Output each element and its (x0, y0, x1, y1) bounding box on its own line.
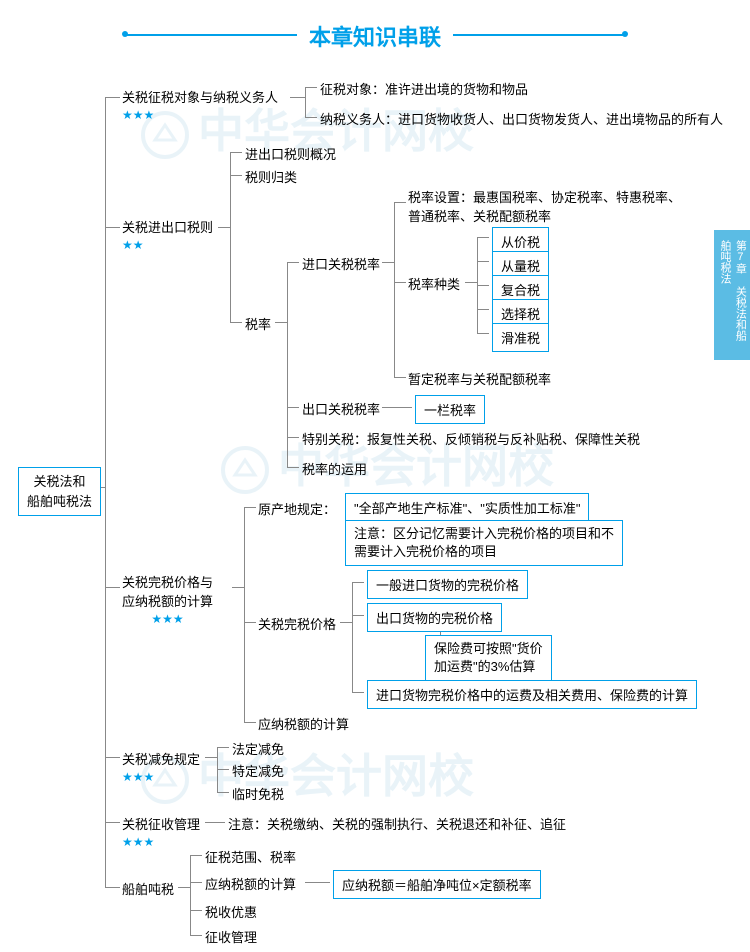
page-title: 本章知识串联 (0, 0, 750, 62)
s4-item-1: 法定减免 (232, 739, 284, 758)
s1b-l (305, 117, 317, 118)
s3b2: 出口货物的完税价格 (367, 603, 502, 632)
s1b: 纳税义务人：进口货物收货人、出口货物发货人、进出境物品的所有人 (320, 109, 723, 128)
root-spine (105, 97, 106, 887)
s2c1b-l (394, 282, 406, 283)
s3b3: 进口货物完税价格中的运费及相关费用、保险费的计算 (367, 680, 697, 709)
s2c1a: 税率设置：最惠国税率、协定税率、特惠税率、 普通税率、关税配额税率 (408, 187, 681, 225)
s6i3-l (190, 910, 202, 911)
s1a-l (305, 87, 317, 88)
s3b3-l (352, 692, 364, 693)
s2c1-out (382, 262, 394, 263)
s6a-l (305, 882, 330, 883)
mindmap-canvas: 关税法和 船舶吨税法 关税征税对象与纳税义务人★★★ 征税对象：准许进出境的货物… (0, 67, 750, 947)
s2a-l (230, 152, 242, 153)
s2c2a: 一栏税率 (415, 395, 485, 424)
s6-item-2: 应纳税额的计算 (205, 874, 296, 893)
root-node: 关税法和 船舶吨税法 (18, 467, 101, 516)
s2c-out (275, 322, 287, 323)
s6-out (178, 887, 190, 888)
s2c1-v (394, 202, 395, 377)
s2a: 进出口税则概况 (245, 144, 336, 163)
title-text: 本章知识串联 (297, 20, 453, 52)
s2c1c: 暂定税率与关税配额税率 (408, 369, 551, 388)
s2c1: 进口关税税率 (302, 254, 380, 273)
s3-node: 关税完税价格与 应纳税额的计算★★★ (122, 572, 213, 626)
tx5-l (477, 333, 489, 334)
s2-node: 关税进出口税则★★ (122, 217, 213, 252)
s1-node: 关税征税对象与纳税义务人★★★ (122, 87, 278, 122)
s2c1-l (287, 262, 299, 263)
s2c2: 出口关税税率 (302, 399, 380, 418)
s3b-out (340, 622, 352, 623)
s3b-l (244, 622, 256, 623)
s6-item-4: 征收管理 (205, 927, 257, 946)
s2c: 税率 (245, 314, 271, 333)
tx1-l (477, 237, 489, 238)
s2c3-l (287, 437, 299, 438)
s6-node: 船舶吨税 (122, 879, 174, 898)
s2c2-l (287, 407, 299, 408)
s6i2-l (190, 882, 202, 883)
s6-v (190, 855, 191, 935)
s6i4-l (190, 935, 202, 936)
s6-item-3: 税收优惠 (205, 902, 257, 921)
tx2-l (477, 261, 489, 262)
s3b1: 一般进口货物的完税价格 (367, 570, 528, 599)
s3-line (105, 587, 120, 588)
s1-v (305, 87, 306, 117)
s2b: 税则归类 (245, 167, 297, 186)
s4-item-3: 临时免税 (232, 784, 284, 803)
tax-type-5: 滑准税 (492, 323, 549, 352)
s5a-l (205, 822, 225, 823)
s2c2a-l (382, 407, 412, 408)
s2c1b: 税率种类 (408, 274, 460, 293)
s2c4: 税率的运用 (302, 459, 367, 478)
s1a: 征税对象：准许进出境的货物和物品 (320, 79, 528, 98)
s5a: 注意：关税缴纳、关税的强制执行、关税退还和补征、追征 (228, 814, 566, 833)
s2-line (105, 227, 120, 228)
s3a1: "全部产地生产标准"、"实质性加工标准" (345, 493, 589, 522)
tx4-l (477, 309, 489, 310)
s2c3: 特别关税：报复性关税、反倾销税与反补贴税、保障性关税 (302, 429, 640, 448)
s6-item-1: 征税范围、税率 (205, 847, 296, 866)
s3b2-l (352, 615, 364, 616)
s3c-l (244, 722, 256, 723)
s3b1-l (352, 582, 364, 583)
s3-out (232, 587, 244, 588)
s2c1a-l (394, 202, 406, 203)
s2b-l (230, 175, 242, 176)
s3b: 关税完税价格 (258, 614, 336, 633)
s5-line (105, 822, 120, 823)
s2c1b-out (465, 282, 477, 283)
s3b2a: 保险费可按照"货价 加运费"的3%估算 (425, 635, 552, 681)
s6-line (105, 887, 120, 888)
s4i1-l (217, 747, 229, 748)
s3b-v (352, 582, 353, 692)
s6a: 应纳税额＝船舶净吨位×定额税率 (333, 870, 541, 899)
s2c1c-l (394, 377, 406, 378)
s1-out (290, 97, 305, 98)
s3a-l (244, 507, 256, 508)
s4-item-2: 特定减免 (232, 761, 284, 780)
s4i2-l (217, 769, 229, 770)
s1-line (105, 97, 120, 98)
s3a: 原产地规定： (258, 499, 336, 518)
s2c-l (230, 322, 242, 323)
s6i1-l (190, 855, 202, 856)
s3a2: 注意：区分记忆需要计入完税价格的项目和不 需要计入完税价格的项目 (345, 520, 623, 566)
s3c: 应纳税额的计算 (258, 714, 349, 733)
s4-node: 关税减免规定★★★ (122, 749, 200, 784)
s2-out (218, 227, 230, 228)
s4-out (205, 757, 217, 758)
tx3-l (477, 285, 489, 286)
s2-v (230, 152, 231, 322)
s4i3-l (217, 792, 229, 793)
s2c4-l (287, 467, 299, 468)
s3-v (244, 507, 245, 722)
s4-line (105, 757, 120, 758)
s5-node: 关税征收管理★★★ (122, 814, 200, 849)
